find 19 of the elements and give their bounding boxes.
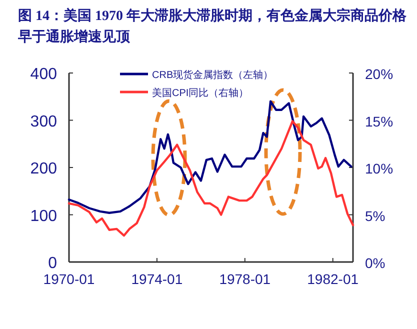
x-tick-label: 1974-01 (131, 271, 183, 287)
x-tick-label: 1970-01 (43, 271, 95, 287)
y-tick-label: 300 (30, 113, 58, 130)
y-tick-label: 400 (30, 66, 58, 83)
legend-label: 美国CPI同比（右轴） (152, 87, 249, 99)
y-tick-label: 100 (30, 208, 58, 225)
line-series (68, 100, 352, 214)
y-tick-label: 200 (30, 160, 58, 178)
y2-tick-label: 10% (365, 160, 394, 176)
x-tick-label: 1982-01 (307, 271, 359, 287)
y2-tick-label: 5% (365, 208, 386, 224)
legend-label: CRB现货金属指数（左轴） (152, 69, 274, 81)
y2-tick-label: 0% (365, 255, 386, 271)
y2-tick-label: 15% (365, 113, 394, 130)
y2-tick-label: 20% (365, 66, 394, 82)
x-tick-label: 1978-01 (219, 271, 271, 287)
line-series (68, 120, 354, 237)
y-tick-label: 0 (48, 255, 58, 272)
chart-title: 图 14：美国 1970 年大滞胀大滞胀时期，有色金属大宗商品价格早于通胀增速见顶 (18, 6, 408, 47)
